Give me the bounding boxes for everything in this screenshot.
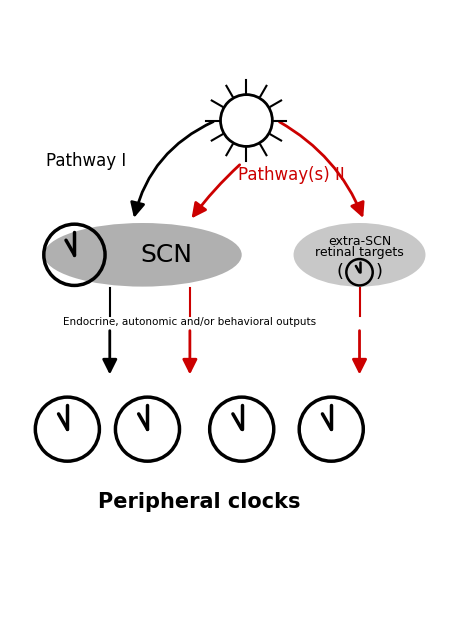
Ellipse shape bbox=[44, 223, 242, 287]
Text: extra-SCN: extra-SCN bbox=[328, 235, 391, 248]
Text: retinal targets: retinal targets bbox=[315, 246, 404, 259]
Text: Peripheral clocks: Peripheral clocks bbox=[98, 492, 301, 512]
Ellipse shape bbox=[293, 223, 426, 287]
Text: SCN: SCN bbox=[140, 243, 192, 267]
Text: Pathway(s) II: Pathway(s) II bbox=[238, 166, 345, 184]
Text: ): ) bbox=[376, 263, 383, 281]
Text: Pathway I: Pathway I bbox=[46, 151, 127, 169]
Text: Endocrine, autonomic and/or behavioral outputs: Endocrine, autonomic and/or behavioral o… bbox=[64, 316, 317, 327]
Text: (: ( bbox=[336, 263, 343, 281]
